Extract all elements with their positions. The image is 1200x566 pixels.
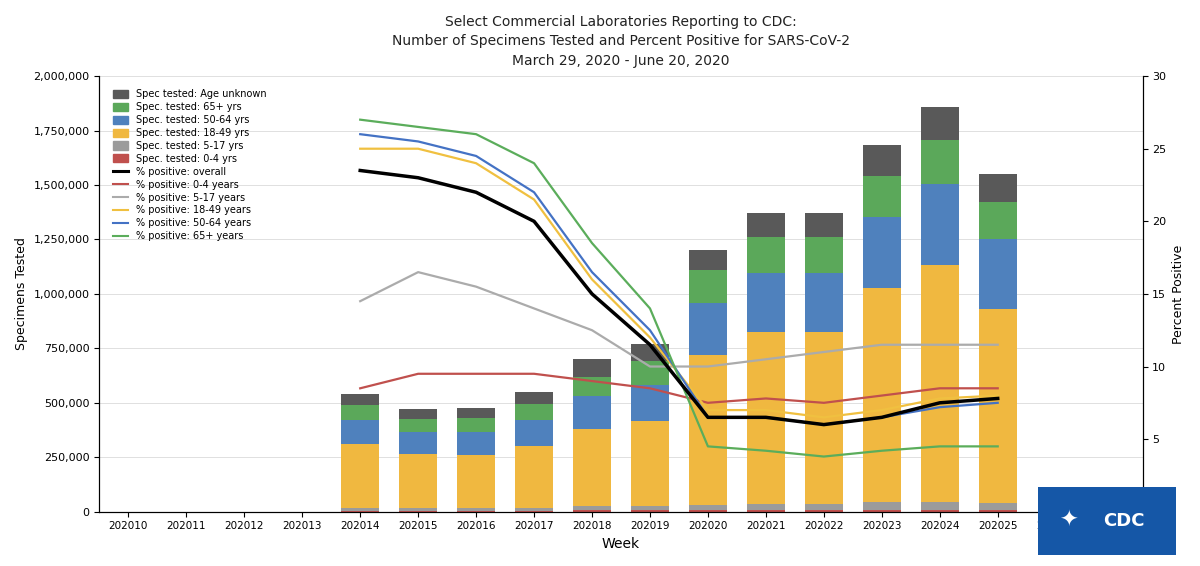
- Legend: Spec tested: Age unknown, Spec. tested: 65+ yrs, Spec. tested: 50-64 yrs, Spec. : Spec tested: Age unknown, Spec. tested: …: [109, 85, 270, 245]
- Bar: [979, 509, 1016, 512]
- Bar: [631, 385, 668, 421]
- Bar: [805, 273, 842, 332]
- Bar: [515, 511, 553, 512]
- Bar: [400, 419, 437, 432]
- Bar: [748, 504, 785, 509]
- Bar: [574, 377, 611, 396]
- Bar: [920, 509, 959, 512]
- Bar: [341, 444, 379, 508]
- Bar: [574, 396, 611, 429]
- Bar: [631, 421, 668, 506]
- Bar: [689, 509, 727, 512]
- Bar: [400, 409, 437, 419]
- Y-axis label: Percent Positive: Percent Positive: [1172, 245, 1186, 344]
- Bar: [863, 289, 901, 502]
- Bar: [400, 454, 437, 508]
- Bar: [631, 506, 668, 509]
- Bar: [920, 264, 959, 502]
- Bar: [805, 213, 842, 237]
- Bar: [920, 502, 959, 509]
- Bar: [920, 106, 959, 140]
- Bar: [863, 217, 901, 289]
- Bar: [515, 508, 553, 511]
- Bar: [748, 237, 785, 273]
- Bar: [748, 273, 785, 332]
- Bar: [979, 203, 1016, 239]
- Bar: [341, 511, 379, 512]
- Bar: [805, 504, 842, 509]
- Bar: [863, 145, 901, 176]
- Bar: [979, 239, 1016, 309]
- Y-axis label: Specimens Tested: Specimens Tested: [14, 238, 28, 350]
- Bar: [805, 237, 842, 273]
- Bar: [805, 509, 842, 512]
- Bar: [457, 508, 494, 511]
- Bar: [863, 502, 901, 509]
- Bar: [341, 508, 379, 511]
- Bar: [400, 432, 437, 454]
- Bar: [515, 392, 553, 404]
- Bar: [805, 332, 842, 504]
- Bar: [457, 432, 494, 455]
- Bar: [979, 309, 1016, 503]
- Text: CDC: CDC: [1103, 512, 1145, 530]
- Bar: [457, 408, 494, 418]
- Bar: [863, 509, 901, 512]
- Bar: [457, 455, 494, 508]
- Bar: [400, 508, 437, 511]
- Bar: [920, 140, 959, 184]
- Bar: [515, 420, 553, 447]
- Bar: [515, 447, 553, 508]
- Bar: [979, 174, 1016, 203]
- Bar: [457, 511, 494, 512]
- Bar: [689, 303, 727, 355]
- Bar: [400, 511, 437, 512]
- Text: ✦: ✦: [1060, 511, 1078, 531]
- Bar: [689, 505, 727, 509]
- Bar: [748, 332, 785, 504]
- Bar: [748, 509, 785, 512]
- Bar: [689, 250, 727, 270]
- Bar: [689, 355, 727, 505]
- Bar: [979, 503, 1016, 509]
- Bar: [920, 184, 959, 264]
- Bar: [341, 394, 379, 405]
- Bar: [863, 176, 901, 217]
- Bar: [574, 429, 611, 506]
- Bar: [631, 509, 668, 512]
- Bar: [689, 270, 727, 303]
- Bar: [341, 405, 379, 420]
- Title: Select Commercial Laboratories Reporting to CDC:
Number of Specimens Tested and : Select Commercial Laboratories Reporting…: [392, 15, 850, 68]
- Bar: [574, 509, 611, 512]
- X-axis label: Week: Week: [602, 537, 640, 551]
- Bar: [457, 418, 494, 432]
- Bar: [631, 344, 668, 362]
- Bar: [631, 362, 668, 385]
- Bar: [748, 213, 785, 237]
- Bar: [515, 404, 553, 420]
- Bar: [574, 359, 611, 377]
- Bar: [574, 506, 611, 509]
- Bar: [341, 420, 379, 444]
